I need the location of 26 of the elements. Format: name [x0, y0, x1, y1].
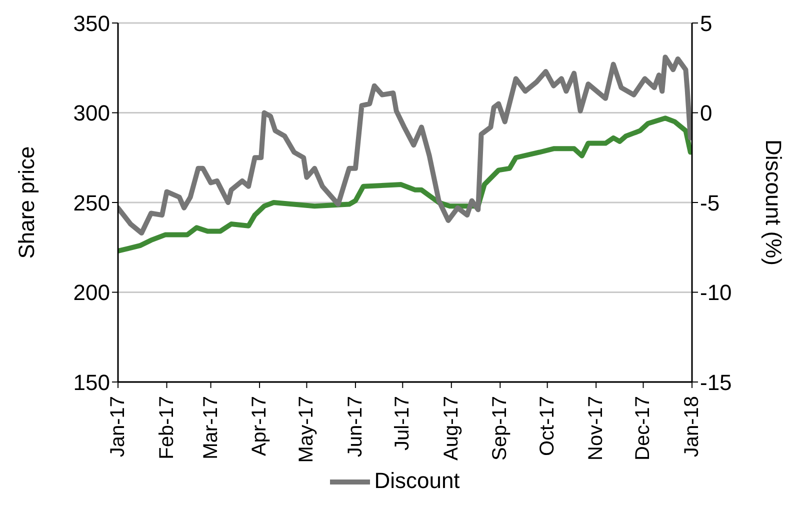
legend-label: Discount [374, 468, 460, 493]
y-tick-label: 350 [73, 10, 110, 36]
x-tick-label: Nov-17 [585, 396, 608, 460]
y2-axis-title: Discount (%) [761, 140, 786, 266]
x-tick-label: Jun-17 [344, 396, 366, 458]
y-tick-label: 150 [73, 370, 110, 395]
x-tick-label: Oct-17 [536, 396, 558, 456]
y2-tick-label: 5 [700, 10, 712, 36]
y2-tick-label: -10 [700, 280, 732, 306]
y-tick-label: 250 [73, 190, 110, 216]
x-tick-label: Jan-18 [681, 396, 703, 458]
x-tick-label: May-17 [296, 396, 318, 463]
x-tick-label: Feb-17 [156, 396, 178, 460]
y-axis-title: Share price [14, 146, 39, 259]
y2-tick-label: 0 [700, 100, 712, 126]
y2-tick-label: -15 [700, 370, 732, 395]
x-tick-label: Jul-17 [392, 396, 414, 450]
x-tick-label: Jan-17 [107, 396, 129, 458]
x-tick-label: Apr-17 [248, 396, 271, 456]
y2-tick-label: -5 [700, 190, 720, 216]
x-tick-label: Dec-17 [632, 396, 654, 460]
y-tick-label: 200 [73, 280, 110, 306]
x-tick-label: Aug-17 [440, 396, 462, 460]
x-tick-label: Sep-17 [489, 396, 512, 460]
x-tick-label: Mar-17 [200, 396, 222, 460]
y-tick-label: 300 [73, 100, 110, 126]
